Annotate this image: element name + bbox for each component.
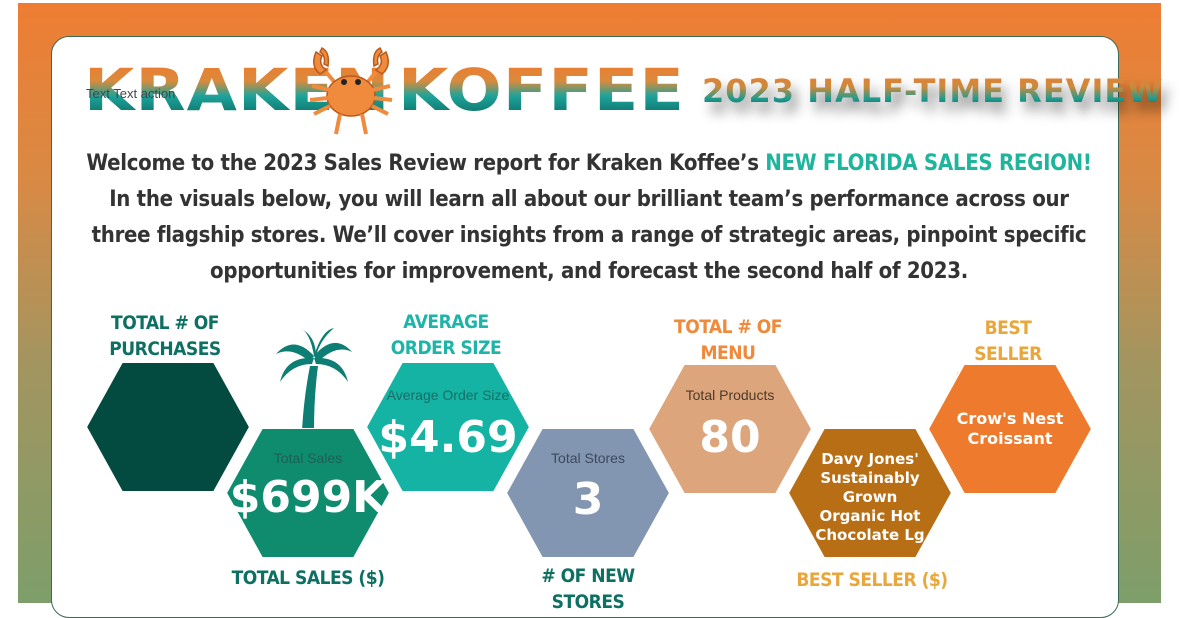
logo-word-koffee: KOFFEE [398,56,685,124]
kpi-label-menu: Total Products [685,387,775,403]
kpi-title-sales: TOTAL SALES ($) [231,567,385,589]
kpi-label-order-size: Average Order Size [386,387,510,403]
palm-tree-icon [274,326,354,430]
intro-highlight: NEW FLORIDA SALES REGION! [765,151,1092,176]
intro-text-end: In the visuals below, you will learn all… [91,187,1087,284]
kpi-title-purchases: TOTAL # OF PURCHASES [109,312,221,360]
kpi-value-order-size: $4.69 [378,412,518,463]
intro-text-start: Welcome to the 2023 Sales Review report … [86,151,766,176]
kpi-value-sales: $699K [229,472,387,523]
kpi-label-sales: Total Sales [273,450,343,466]
kpi-hex-menu: Total Products 80 [648,364,812,494]
kpi-value-best-seller-qty: Crow's Nest Croissant [956,409,1064,448]
crab-icon [306,42,396,138]
page-title: 2023 HALF-TIME REVIEW [702,72,1164,110]
kpi-hex-order-size: Average Order Size $4.69 [366,362,530,492]
kpi-value-stores: 3 [572,474,604,525]
kpi-hex-stores: Total Stores 3 [506,428,670,558]
intro-paragraph: Welcome to the 2023 Sales Review report … [86,146,1092,290]
kpi-title-order-size: AVERAGE ORDER SIZE [390,311,502,359]
kpi-hex-sales: Total Sales $699K [226,428,390,558]
kpi-label-stores: Total Stores [551,450,625,466]
kpi-value-menu: 80 [699,412,761,463]
kpi-title-best-seller-dollars: BEST SELLER ($) [796,569,948,591]
kpi-title-stores: # OF NEW STORES [541,565,635,613]
kpi-value-best-seller-dollars: Davy Jones' Sustainably Grown Organic Ho… [815,450,925,544]
kpi-hex-purchases [86,362,250,492]
kpi-hex-best-seller-qty: Crow's Nest Croissant [928,364,1092,494]
kpi-hex-best-seller-dollars: Davy Jones' Sustainably Grown Organic Ho… [788,428,952,558]
logo-overlay-text: Text Text action [86,86,176,101]
